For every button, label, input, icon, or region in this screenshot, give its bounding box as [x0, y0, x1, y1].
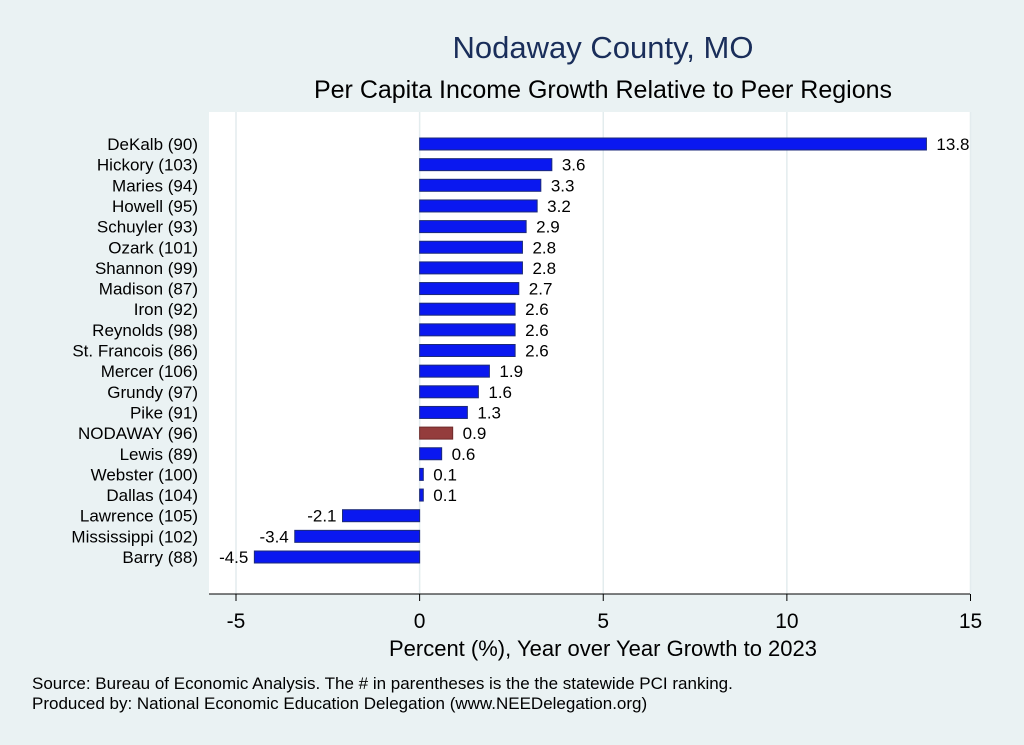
value-label: 13.8	[936, 135, 969, 154]
category-label: Lawrence (105)	[80, 507, 198, 526]
category-label: Mercer (106)	[101, 362, 198, 381]
x-axis-label: Percent (%), Year over Year Growth to 20…	[389, 636, 817, 661]
bar	[419, 220, 527, 234]
category-label: Maries (94)	[112, 176, 198, 195]
x-tick-label: 0	[414, 610, 426, 633]
value-label: 3.2	[547, 197, 571, 216]
value-label: 0.1	[433, 465, 457, 484]
category-label: Howell (95)	[112, 197, 198, 216]
bar	[419, 137, 927, 151]
value-label: -3.4	[259, 527, 288, 546]
value-label: 2.6	[525, 321, 549, 340]
bar	[419, 323, 516, 337]
bar	[419, 261, 523, 275]
bar	[419, 199, 538, 213]
x-tick-label: 10	[775, 610, 798, 633]
bar	[419, 240, 523, 254]
category-label: DeKalb (90)	[107, 135, 198, 154]
value-label: -2.1	[307, 507, 336, 526]
bar	[342, 509, 421, 523]
category-label: NODAWAY (96)	[78, 424, 198, 443]
bar	[419, 364, 490, 378]
chart-title: Nodaway County, MO	[453, 30, 754, 65]
bar-highlight	[419, 426, 454, 440]
plot-background	[209, 112, 970, 594]
bar	[419, 178, 542, 192]
category-label: Ozark (101)	[108, 238, 198, 257]
category-label: Pike (91)	[130, 403, 198, 422]
value-label: -4.5	[219, 548, 248, 567]
category-label: Madison (87)	[99, 280, 198, 299]
bar	[419, 302, 516, 316]
value-label: 2.7	[529, 280, 553, 299]
category-label: Dallas (104)	[106, 486, 198, 505]
category-label: Schuyler (93)	[97, 218, 198, 237]
bar	[419, 344, 516, 357]
category-label: Grundy (97)	[107, 383, 198, 402]
source-note: Source: Bureau of Economic Analysis. The…	[32, 674, 733, 693]
bar	[419, 488, 424, 502]
value-label: 2.8	[532, 238, 556, 257]
category-label: Reynolds (98)	[92, 321, 198, 340]
bar	[419, 385, 479, 399]
x-tick-label: 15	[959, 610, 982, 633]
value-label: 1.3	[477, 403, 501, 422]
bar	[419, 282, 520, 296]
value-label: 0.1	[433, 486, 457, 505]
value-label: 1.9	[499, 362, 523, 381]
value-label: 0.9	[463, 424, 487, 443]
x-tick-label: -5	[227, 610, 246, 633]
bar	[419, 467, 424, 481]
bar	[419, 447, 443, 461]
bar	[253, 550, 421, 564]
bar	[419, 405, 468, 419]
value-label: 0.6	[452, 445, 476, 464]
value-label: 2.8	[532, 259, 556, 278]
value-label: 3.6	[562, 156, 586, 175]
bar	[294, 529, 421, 543]
value-label: 2.6	[525, 342, 549, 361]
category-label: St. Francois (86)	[72, 342, 198, 361]
category-label: Barry (88)	[122, 548, 198, 567]
category-label: Shannon (99)	[95, 259, 198, 278]
value-label: 1.6	[488, 383, 512, 402]
produced-note: Produced by: National Economic Education…	[32, 694, 647, 713]
value-label: 3.3	[551, 176, 575, 195]
category-label: Iron (92)	[134, 300, 198, 319]
category-label: Webster (100)	[91, 465, 198, 484]
category-label: Mississippi (102)	[71, 527, 198, 546]
category-label: Lewis (89)	[120, 445, 198, 464]
chart-subtitle: Per Capita Income Growth Relative to Pee…	[314, 76, 892, 104]
category-label: Hickory (103)	[97, 156, 198, 175]
bar	[419, 158, 553, 172]
x-tick-label: 5	[597, 610, 609, 633]
value-label: 2.9	[536, 218, 560, 237]
value-label: 2.6	[525, 300, 549, 319]
